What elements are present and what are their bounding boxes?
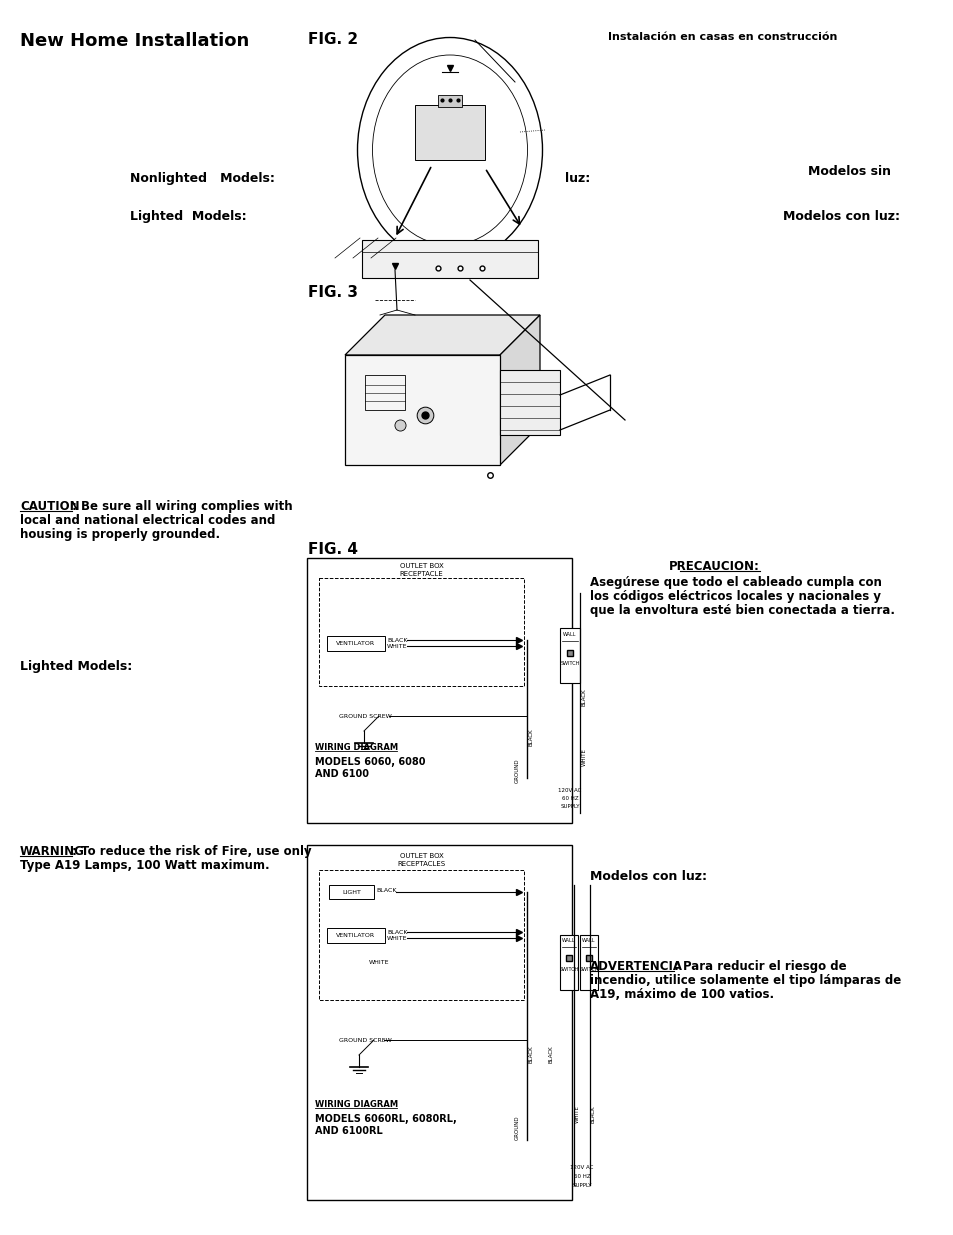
Text: LIGHT: LIGHT — [342, 889, 360, 894]
Text: MODELS 6060, 6080: MODELS 6060, 6080 — [314, 757, 425, 767]
Text: 60 HZ: 60 HZ — [573, 1174, 590, 1179]
Text: 60 HZ: 60 HZ — [561, 797, 578, 802]
Bar — [307, 845, 572, 1200]
Text: WHITE: WHITE — [369, 960, 389, 965]
Text: Asegúrese que todo el cableado cumpla con: Asegúrese que todo el cableado cumpla co… — [589, 576, 881, 589]
Text: MODELS 6060RL, 6080RL,: MODELS 6060RL, 6080RL, — [314, 1114, 456, 1124]
Text: GROUND SCREW: GROUND SCREW — [338, 1037, 392, 1044]
Text: FIG. 3: FIG. 3 — [308, 285, 357, 300]
Text: WALL: WALL — [561, 939, 576, 944]
Text: WHITE: WHITE — [581, 748, 586, 766]
Text: New Home Installation: New Home Installation — [20, 32, 249, 49]
Text: GROUND: GROUND — [515, 758, 519, 783]
Text: incendio, utilice solamente el tipo lámparas de: incendio, utilice solamente el tipo lámp… — [589, 974, 901, 987]
Text: 120V AC: 120V AC — [570, 1165, 593, 1170]
Bar — [361, 240, 537, 278]
Text: : Para reducir el riesgo de: : Para reducir el riesgo de — [673, 960, 845, 973]
Bar — [318, 869, 523, 1000]
Text: Type A19 Lamps, 100 Watt maximum.: Type A19 Lamps, 100 Watt maximum. — [20, 860, 270, 872]
Text: VENTILATOR: VENTILATOR — [336, 932, 375, 939]
Text: AND 6100: AND 6100 — [314, 769, 369, 779]
Bar — [307, 558, 572, 823]
Text: ADVERTENCIA: ADVERTENCIA — [589, 960, 682, 973]
Bar — [579, 935, 598, 990]
Bar — [345, 354, 499, 466]
Text: SWITCH: SWITCH — [578, 967, 598, 972]
Bar — [437, 95, 461, 107]
Bar — [327, 636, 385, 651]
Bar — [559, 629, 579, 683]
Text: FIG. 4: FIG. 4 — [308, 542, 357, 557]
Text: Modelos sin: Modelos sin — [807, 165, 890, 178]
Text: SUPPLY: SUPPLY — [559, 804, 579, 809]
Text: OUTLET BOX: OUTLET BOX — [399, 563, 443, 569]
Text: RECEPTACLE: RECEPTACLE — [399, 571, 443, 577]
Text: BLACK: BLACK — [529, 727, 534, 746]
Text: Nonlighted   Models:: Nonlighted Models: — [130, 172, 274, 185]
Bar — [499, 370, 559, 435]
Text: VENTILATOR: VENTILATOR — [336, 641, 375, 646]
Bar — [329, 885, 374, 899]
Text: OUTLET BOX: OUTLET BOX — [399, 853, 443, 860]
Text: local and national electrical codes and: local and national electrical codes and — [20, 514, 275, 527]
Text: : To reduce the risk of Fire, use only: : To reduce the risk of Fire, use only — [71, 845, 312, 858]
Text: WALL: WALL — [562, 632, 577, 637]
Text: que la envoltura esté bien conectada a tierra.: que la envoltura esté bien conectada a t… — [589, 604, 894, 618]
Text: WHITE: WHITE — [387, 643, 407, 650]
Text: WIRING DIAGRAM: WIRING DIAGRAM — [314, 1100, 397, 1109]
Text: WHITE: WHITE — [575, 1105, 579, 1123]
Text: SWITCH: SWITCH — [559, 661, 579, 666]
Bar — [318, 578, 523, 685]
Text: los códigos eléctricos locales y nacionales y: los códigos eléctricos locales y naciona… — [589, 590, 880, 603]
Bar — [327, 927, 385, 944]
Text: Modelos con luz:: Modelos con luz: — [589, 869, 706, 883]
Text: BLACK: BLACK — [387, 930, 407, 935]
Text: BLACK: BLACK — [590, 1105, 596, 1123]
Text: GROUND SCREW: GROUND SCREW — [338, 714, 392, 719]
Text: 120V AC: 120V AC — [558, 788, 581, 793]
Text: A19, máximo de 100 vatios.: A19, máximo de 100 vatios. — [589, 988, 773, 1002]
Bar — [559, 935, 578, 990]
Text: SWITCH: SWITCH — [558, 967, 578, 972]
Bar — [365, 375, 405, 410]
Text: PRECAUCION:: PRECAUCION: — [668, 559, 760, 573]
Text: Modelos con luz:: Modelos con luz: — [782, 210, 899, 224]
Text: Lighted  Models:: Lighted Models: — [130, 210, 247, 224]
Polygon shape — [345, 315, 539, 354]
Text: housing is properly grounded.: housing is properly grounded. — [20, 529, 220, 541]
Text: BLACK: BLACK — [375, 888, 396, 893]
Text: luz:: luz: — [564, 172, 590, 185]
Text: WIRING DIAGRAM: WIRING DIAGRAM — [314, 743, 397, 752]
Text: RECEPTACLES: RECEPTACLES — [397, 861, 445, 867]
Text: Lighted Models:: Lighted Models: — [20, 659, 132, 673]
Text: : Be sure all wiring complies with: : Be sure all wiring complies with — [71, 500, 293, 513]
Text: BLACK: BLACK — [529, 1045, 534, 1062]
Text: WHITE: WHITE — [387, 936, 407, 941]
Text: SUPPLY: SUPPLY — [572, 1183, 591, 1188]
Text: WARNING: WARNING — [20, 845, 85, 858]
Bar — [415, 105, 484, 161]
Polygon shape — [499, 315, 539, 466]
Text: WALL: WALL — [581, 939, 595, 944]
Text: Instalación en casas en construcción: Instalación en casas en construcción — [607, 32, 837, 42]
Text: GROUND: GROUND — [515, 1115, 519, 1140]
Text: CAUTION: CAUTION — [20, 500, 79, 513]
Text: FIG. 2: FIG. 2 — [308, 32, 357, 47]
Text: BLACK: BLACK — [387, 638, 407, 643]
Text: BLACK: BLACK — [548, 1045, 554, 1062]
Text: BLACK: BLACK — [581, 688, 586, 705]
Text: AND 6100RL: AND 6100RL — [314, 1126, 382, 1136]
